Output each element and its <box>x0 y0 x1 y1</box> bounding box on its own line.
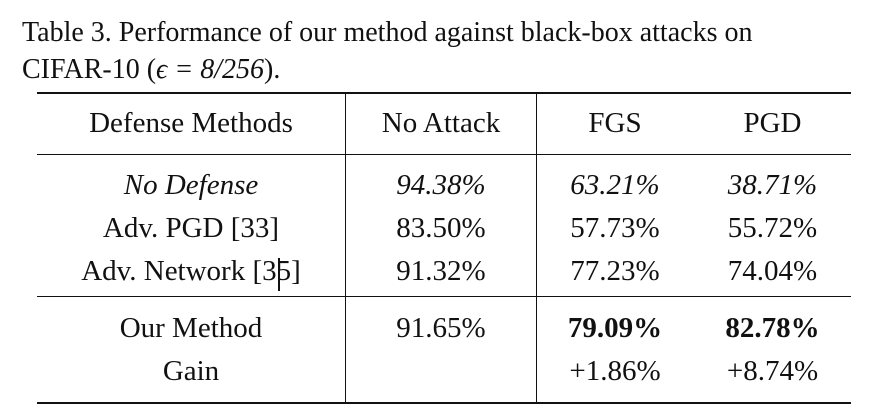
row-no-defense-no-attack: 94.38% <box>396 169 486 201</box>
text-cursor <box>278 258 280 291</box>
header-fgs: FGS <box>588 107 642 139</box>
table-bottom-rule <box>37 402 851 404</box>
row-no-defense-fgs: 63.21% <box>570 169 660 201</box>
row-our-method-fgs: 79.09% <box>567 312 663 344</box>
caption-epsilon: ϵ = 8/256 <box>156 54 264 85</box>
column-separator-2 <box>536 92 538 402</box>
caption-line1: Table 3. Performance of our method again… <box>22 17 753 48</box>
row-adv-network-no-attack: 91.32% <box>396 255 486 287</box>
row-gain-method: Gain <box>162 355 220 387</box>
caption-line2-suffix: ). <box>264 54 281 85</box>
row-adv-network-method: Adv. Network [35] <box>81 255 301 287</box>
row-gain-pgd: +8.74% <box>726 355 819 387</box>
table-caption: Table 3. Performance of our method again… <box>22 14 862 88</box>
row-our-method-no-attack: 91.65% <box>396 312 486 344</box>
column-separator-1 <box>345 92 347 402</box>
row-our-method-method: Our Method <box>119 312 263 344</box>
row-no-defense-pgd: 38.71% <box>727 169 818 201</box>
header-rule <box>37 154 851 156</box>
row-our-method-pgd: 82.78% <box>725 312 820 344</box>
header-pgd: PGD <box>743 107 802 139</box>
row-adv-network-pgd: 74.04% <box>727 255 818 287</box>
row-adv-pgd-no-attack: 83.50% <box>396 212 486 244</box>
row-no-defense-method: No Defense <box>123 169 259 201</box>
row-gain-fgs: +1.86% <box>569 355 661 387</box>
row-adv-pgd-method: Adv. PGD [33] <box>102 212 280 244</box>
header-no-attack: No Attack <box>381 107 501 139</box>
header-defense-methods: Defense Methods <box>89 107 293 139</box>
table-top-rule <box>37 92 851 94</box>
row-adv-pgd-fgs: 57.73% <box>570 212 660 244</box>
row-adv-network-fgs: 77.23% <box>570 255 660 287</box>
mid-rule <box>37 296 851 298</box>
row-adv-pgd-pgd: 55.72% <box>727 212 818 244</box>
caption-line2-prefix: CIFAR-10 ( <box>22 54 157 85</box>
